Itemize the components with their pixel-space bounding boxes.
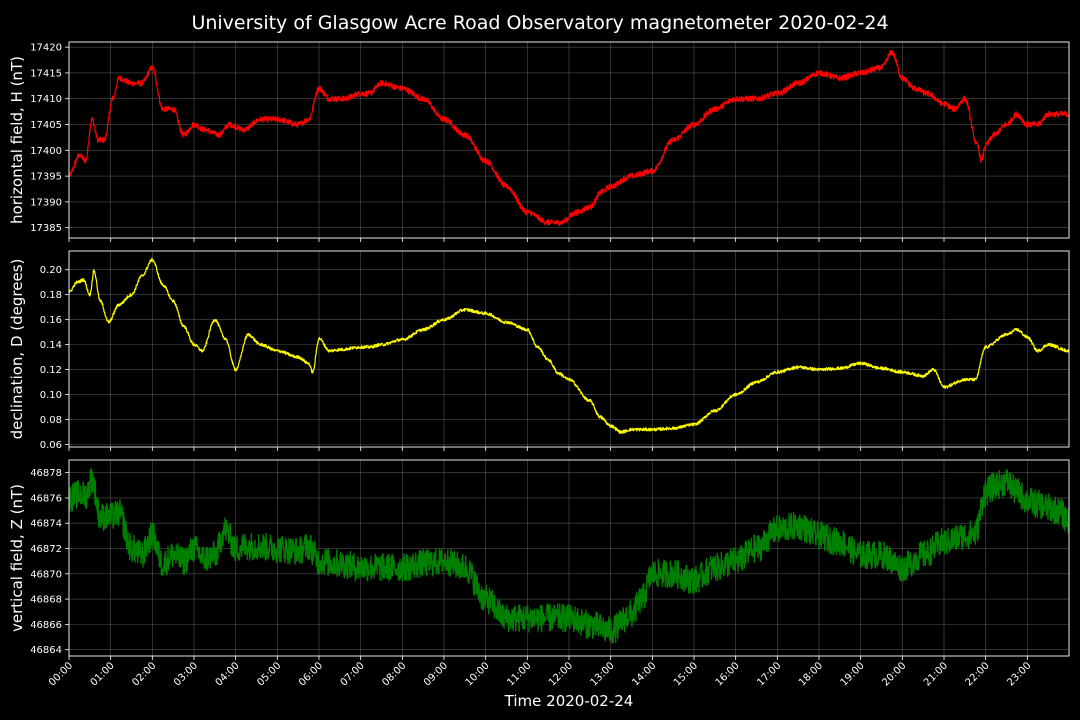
y-tick-label: 0.16	[40, 315, 62, 326]
y-tick-label: 46878	[30, 468, 62, 479]
y-tick-label: 17420	[30, 43, 62, 54]
series-line	[68, 468, 1070, 644]
y-tick-label: 46864	[30, 645, 62, 656]
y-tick-label: 17390	[30, 197, 62, 208]
y-tick-label: 46872	[30, 544, 62, 555]
y-tick-label: 0.08	[40, 415, 62, 426]
y-tick-label: 17405	[30, 120, 62, 131]
y-tick-label: 0.20	[40, 265, 62, 276]
y-tick-label: 17385	[30, 223, 62, 234]
y-axis-label: declination, D (degrees)	[8, 259, 26, 440]
series-line	[68, 49, 1070, 226]
y-tick-label: 46866	[30, 620, 62, 631]
panel-horizontal-field: 17385 17390 17395 17400 17405 17410 17415 17420…	[8, 41, 1070, 242]
series-line	[68, 257, 1070, 434]
x-axis-label: Time 2020-02-24	[504, 692, 634, 710]
figure-title: University of Glasgow Acre Road Observat…	[191, 12, 888, 34]
panel-declination: 0.06 0.08 0.10 0.12 0.14 0.16 0.18 0.20 declinat…	[8, 250, 1070, 451]
y-tick-label: 0.12	[40, 365, 62, 376]
y-tick-label: 46868	[30, 595, 62, 606]
axes-frame	[68, 250, 1070, 448]
y-tick-label: 17410	[30, 94, 62, 105]
y-axis-label: vertical field, Z (nT)	[8, 484, 26, 632]
y-tick-label: 0.06	[40, 440, 62, 451]
y-tick-label: 46874	[30, 519, 62, 530]
axes-frame	[68, 41, 1070, 239]
y-tick-label: 17415	[30, 68, 62, 79]
axes-frame	[68, 459, 1070, 657]
y-tick-label: 17400	[30, 146, 62, 157]
y-tick-label: 0.18	[40, 290, 62, 301]
y-tick-label: 0.10	[40, 390, 62, 401]
y-tick-label: 46876	[30, 493, 62, 504]
y-axis-label: horizontal field, H (nT)	[8, 56, 26, 224]
y-tick-label: 17395	[30, 172, 62, 183]
y-tick-label: 0.14	[40, 340, 62, 351]
y-tick-label: 46870	[30, 569, 62, 580]
panel-vertical-field: 46864 46866 46868 46870 46872 46874 46876 46878…	[8, 459, 1070, 660]
